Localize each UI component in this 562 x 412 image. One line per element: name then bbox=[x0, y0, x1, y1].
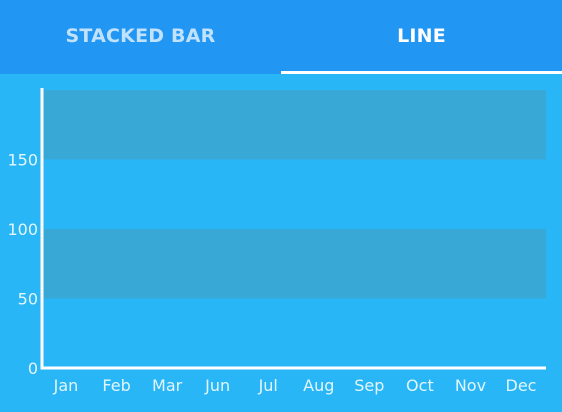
active-tab-indicator bbox=[281, 71, 562, 74]
x-tick-label: Feb bbox=[102, 376, 130, 395]
chart-axes bbox=[40, 88, 546, 370]
x-tick-label: Jun bbox=[204, 376, 230, 395]
line-chart-canvas: 0 50 100 150 Jan Feb Mar Jun Jul Aug Sep Oct Nov Dec bbox=[7, 88, 546, 395]
tab-bar: STACKED BAR LINE bbox=[0, 0, 562, 74]
chart-bands bbox=[42, 90, 546, 299]
x-tick-label: Aug bbox=[303, 376, 334, 395]
tab-stacked-bar-label: STACKED BAR bbox=[65, 25, 216, 47]
y-tick-label: 0 bbox=[28, 359, 38, 378]
x-tick-label: Jan bbox=[53, 376, 79, 395]
x-tick-label: Oct bbox=[406, 376, 434, 395]
tab-stacked-bar[interactable]: STACKED BAR bbox=[0, 0, 281, 74]
y-axis-ticks: 0 50 100 150 bbox=[7, 151, 38, 379]
tab-line-label: LINE bbox=[397, 25, 446, 47]
x-axis-ticks: Jan Feb Mar Jun Jul Aug Sep Oct Nov Dec bbox=[53, 376, 537, 395]
x-tick-label: Nov bbox=[455, 376, 486, 395]
line-chart: 0 50 100 150 Jan Feb Mar Jun Jul Aug Sep Oct Nov Dec bbox=[0, 74, 562, 412]
y-tick-label: 150 bbox=[7, 151, 38, 170]
chart-band bbox=[42, 229, 546, 299]
tab-line[interactable]: LINE bbox=[281, 0, 562, 74]
y-tick-label: 50 bbox=[18, 290, 38, 309]
x-tick-label: Sep bbox=[354, 376, 384, 395]
x-tick-label: Jul bbox=[258, 376, 278, 395]
x-tick-label: Dec bbox=[506, 376, 537, 395]
y-tick-label: 100 bbox=[7, 220, 38, 239]
x-tick-label: Mar bbox=[152, 376, 183, 395]
chart-band bbox=[42, 90, 546, 160]
